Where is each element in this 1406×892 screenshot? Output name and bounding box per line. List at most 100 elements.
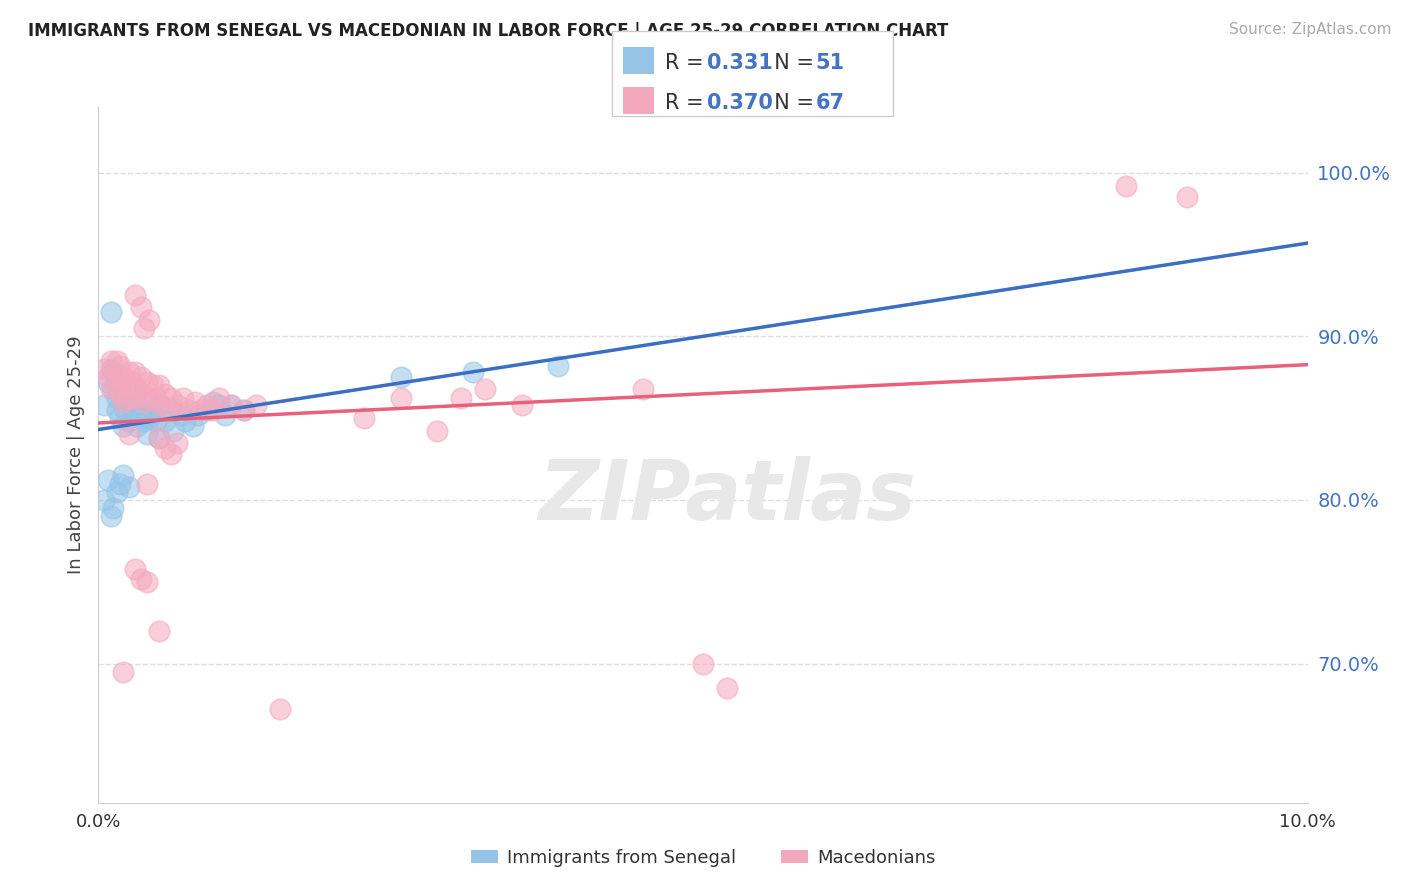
Point bbox=[160, 403, 183, 417]
Point bbox=[474, 382, 496, 396]
Point bbox=[124, 365, 146, 379]
Text: R =: R = bbox=[665, 54, 710, 73]
Point bbox=[124, 386, 146, 401]
Point bbox=[118, 480, 141, 494]
Point bbox=[148, 431, 170, 445]
Point bbox=[127, 382, 149, 396]
Point bbox=[389, 370, 412, 384]
Point bbox=[135, 574, 157, 589]
Point bbox=[232, 403, 254, 417]
Point bbox=[134, 321, 156, 335]
Point bbox=[195, 403, 218, 417]
Point bbox=[118, 414, 141, 428]
Point bbox=[114, 403, 136, 417]
Text: N =: N = bbox=[761, 94, 820, 113]
Point bbox=[150, 398, 173, 412]
Point bbox=[160, 447, 183, 461]
Point bbox=[184, 394, 207, 409]
Point bbox=[111, 394, 134, 409]
Point bbox=[202, 394, 225, 409]
Point bbox=[1175, 190, 1198, 204]
Point bbox=[105, 353, 128, 368]
Point bbox=[100, 362, 122, 376]
Point bbox=[138, 313, 160, 327]
Point bbox=[232, 403, 254, 417]
Point bbox=[105, 403, 128, 417]
Point bbox=[105, 378, 128, 392]
Point bbox=[716, 681, 738, 696]
Point bbox=[111, 468, 134, 483]
Point bbox=[269, 702, 291, 716]
Point bbox=[138, 411, 160, 425]
Point bbox=[172, 392, 194, 406]
Point bbox=[134, 414, 156, 428]
Point bbox=[195, 398, 218, 412]
Point bbox=[101, 501, 124, 516]
Point bbox=[169, 408, 191, 422]
Text: Source: ZipAtlas.com: Source: ZipAtlas.com bbox=[1229, 22, 1392, 37]
Point bbox=[426, 424, 449, 438]
Point bbox=[142, 378, 165, 392]
Point bbox=[631, 382, 654, 396]
Point bbox=[353, 411, 375, 425]
Point bbox=[108, 378, 131, 392]
Point bbox=[105, 392, 128, 406]
Point bbox=[138, 392, 160, 406]
Point bbox=[129, 300, 152, 314]
Point bbox=[118, 427, 141, 442]
Text: R =: R = bbox=[665, 94, 710, 113]
Point bbox=[129, 403, 152, 417]
Point bbox=[463, 365, 485, 379]
Point bbox=[208, 398, 231, 412]
Point bbox=[101, 382, 124, 396]
Point bbox=[148, 624, 170, 638]
Point bbox=[124, 562, 146, 576]
Point bbox=[153, 441, 176, 455]
Point bbox=[100, 509, 122, 524]
Point bbox=[157, 403, 180, 417]
Point bbox=[97, 370, 120, 384]
Text: N =: N = bbox=[761, 54, 820, 73]
Point bbox=[214, 408, 236, 422]
Point bbox=[148, 398, 170, 412]
Point bbox=[129, 572, 152, 586]
Point bbox=[93, 362, 115, 376]
Point bbox=[166, 398, 188, 412]
Text: 51: 51 bbox=[815, 54, 845, 73]
Point bbox=[166, 435, 188, 450]
Point bbox=[93, 398, 115, 412]
Point bbox=[245, 398, 267, 412]
Point bbox=[114, 378, 136, 392]
Point bbox=[118, 392, 141, 406]
Point bbox=[179, 403, 201, 417]
Point bbox=[108, 411, 131, 425]
Point bbox=[129, 370, 152, 384]
Point bbox=[221, 398, 243, 412]
Point bbox=[118, 365, 141, 379]
Point bbox=[202, 403, 225, 417]
Point bbox=[208, 392, 231, 406]
Point bbox=[162, 424, 184, 438]
Point bbox=[148, 378, 170, 392]
Point bbox=[108, 476, 131, 491]
Text: 0.331: 0.331 bbox=[707, 54, 773, 73]
Point bbox=[135, 394, 157, 409]
Point bbox=[135, 427, 157, 442]
Point bbox=[100, 382, 122, 396]
Point bbox=[101, 365, 124, 379]
Legend: Immigrants from Senegal, Macedonians: Immigrants from Senegal, Macedonians bbox=[464, 841, 942, 874]
Point bbox=[124, 288, 146, 302]
Point bbox=[124, 392, 146, 406]
Point bbox=[108, 359, 131, 373]
Point bbox=[118, 392, 141, 406]
Point bbox=[135, 476, 157, 491]
Y-axis label: In Labor Force | Age 25-29: In Labor Force | Age 25-29 bbox=[66, 335, 84, 574]
Point bbox=[389, 392, 412, 406]
Point bbox=[121, 398, 143, 412]
Point bbox=[111, 419, 134, 434]
Point bbox=[124, 408, 146, 422]
Point bbox=[145, 392, 167, 406]
Point bbox=[190, 403, 212, 417]
Point bbox=[111, 665, 134, 679]
Point bbox=[510, 398, 533, 412]
